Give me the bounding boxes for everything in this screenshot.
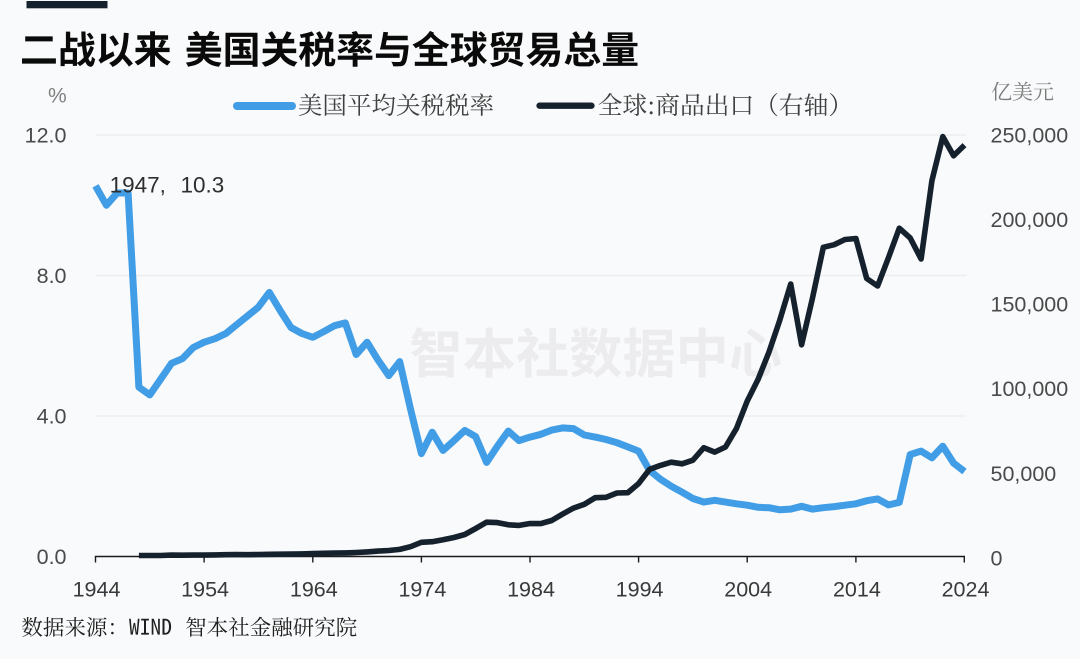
svg-text:1974: 1974 (398, 577, 446, 601)
svg-text:1954: 1954 (181, 577, 229, 601)
svg-text:2014: 2014 (833, 577, 881, 601)
svg-text:1964: 1964 (290, 577, 338, 601)
svg-text:8.0: 8.0 (37, 264, 67, 288)
svg-text:250,000: 250,000 (991, 123, 1069, 147)
svg-text:50,000: 50,000 (991, 462, 1057, 486)
svg-text:1947,: 1947, (110, 172, 166, 197)
svg-text:%: % (48, 85, 67, 108)
svg-text:150,000: 150,000 (991, 293, 1069, 317)
svg-text:200,000: 200,000 (991, 208, 1069, 232)
svg-text:1994: 1994 (616, 577, 664, 601)
svg-text:2004: 2004 (724, 577, 772, 601)
svg-text:2024: 2024 (942, 577, 990, 601)
svg-text:0.0: 0.0 (37, 545, 67, 569)
svg-text:0: 0 (991, 546, 1003, 570)
svg-text:12.0: 12.0 (25, 124, 67, 148)
svg-text:4.0: 4.0 (37, 405, 67, 429)
svg-text:10.3: 10.3 (181, 172, 225, 197)
svg-text:1984: 1984 (507, 577, 555, 601)
svg-text:100,000: 100,000 (991, 377, 1069, 401)
svg-text:1944: 1944 (73, 577, 121, 601)
